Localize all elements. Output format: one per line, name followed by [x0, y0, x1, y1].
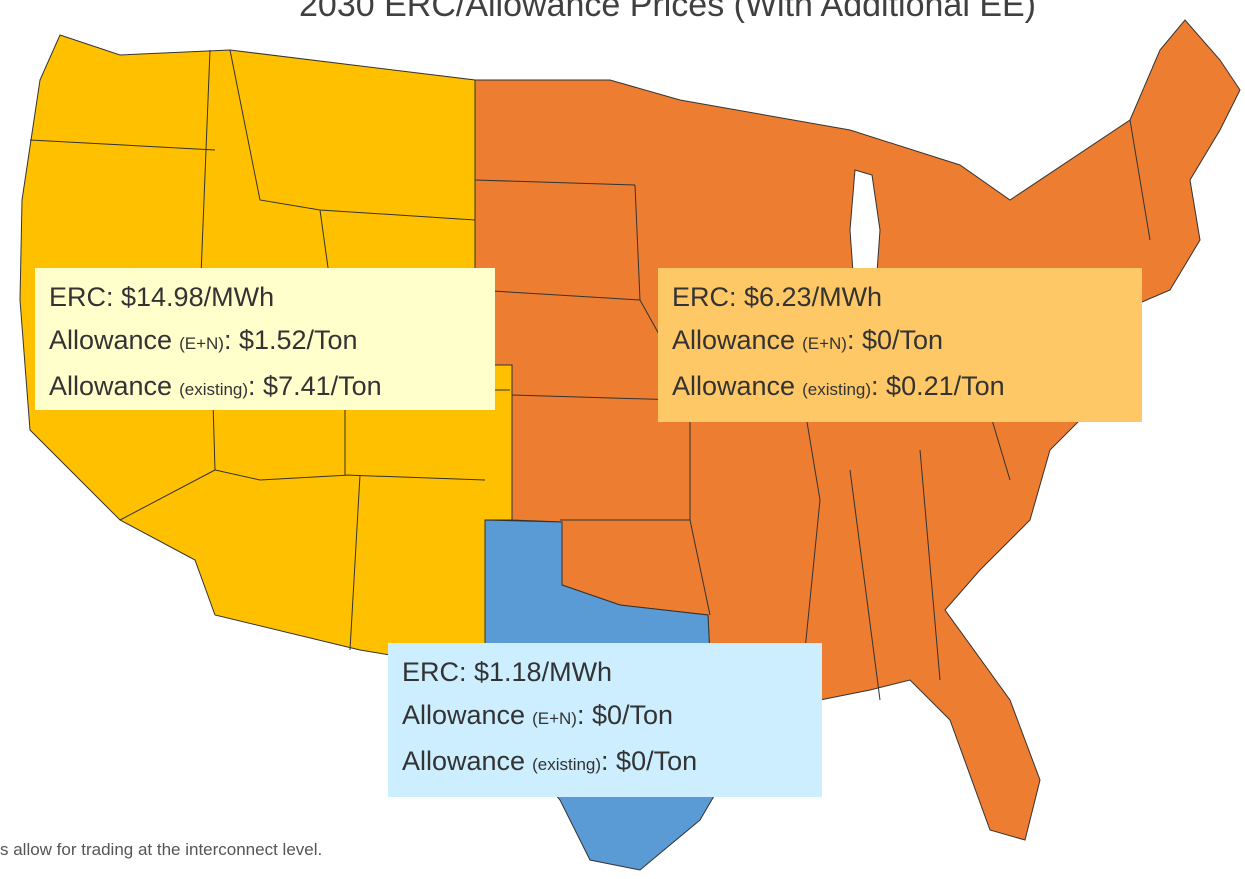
value: : $0/Ton	[601, 746, 698, 776]
qualifier: (E+N)	[802, 334, 847, 353]
label: Allowance	[672, 371, 796, 401]
erc-price: ERC: $1.18/MWh	[402, 657, 613, 687]
eastern-box: ERC: $6.23/MWh Allowance (E+N): $0/Ton Al…	[658, 268, 1142, 422]
texas-box: ERC: $1.18/MWh Allowance (E+N): $0/Ton Al…	[388, 643, 822, 797]
label: Allowance	[672, 325, 796, 355]
value: : $0/Ton	[846, 325, 944, 355]
label: Allowance	[402, 700, 526, 730]
footnote: s allow for trading at the interconnect …	[0, 840, 323, 859]
label: Allowance	[49, 371, 173, 401]
qualifier: (existing)	[532, 755, 602, 774]
label: Allowance	[49, 325, 173, 355]
qualifier: (existing)	[179, 380, 249, 399]
value: : $0.21/Ton	[871, 371, 1005, 401]
value: : $1.52/Ton	[223, 325, 358, 355]
western-box: ERC: $14.98/MWh Allowance (E+N): $1.52/To…	[35, 268, 495, 410]
qualifier: (existing)	[802, 380, 872, 399]
map-title: 2030 ERC/Allowance Prices (With Addition…	[299, 0, 1036, 24]
allowance-existing: Allowance (existing): $7.41/Ton	[49, 365, 485, 411]
label: Allowance	[402, 746, 526, 776]
allowance-existing: Allowance (existing): $0.21/Ton	[672, 365, 1132, 411]
qualifier: (E+N)	[179, 334, 224, 353]
erc-price: ERC: $6.23/MWh	[672, 282, 883, 312]
qualifier: (E+N)	[532, 709, 577, 728]
value: : $7.41/Ton	[248, 371, 382, 401]
allowance-existing: Allowance (existing): $0/Ton	[402, 740, 812, 786]
allowance-en: Allowance (E+N): $0/Ton	[402, 694, 812, 740]
allowance-en: Allowance (E+N): $0/Ton	[672, 319, 1132, 365]
value: : $0/Ton	[576, 700, 674, 730]
erc-price: ERC: $14.98/MWh	[49, 282, 275, 312]
allowance-en: Allowance (E+N): $1.52/Ton	[49, 319, 485, 365]
